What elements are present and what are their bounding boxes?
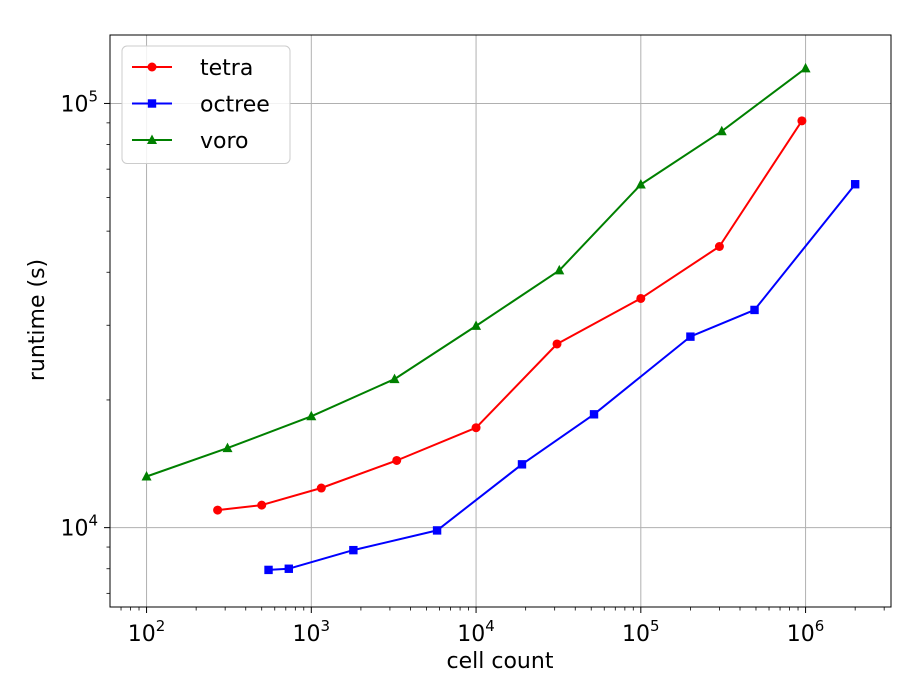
data-point-tetra xyxy=(392,455,402,465)
legend-marker xyxy=(147,99,157,108)
legend-box xyxy=(121,45,291,164)
y-axis-ticks: 104 105 xyxy=(60,87,110,594)
data-point-octree xyxy=(349,545,358,555)
data-point-tetra xyxy=(714,242,724,252)
data-point-octree xyxy=(850,180,860,189)
legend-entry: voro xyxy=(132,129,249,154)
data-point-tetra xyxy=(316,483,326,493)
legend-label: voro xyxy=(200,129,249,154)
data-point-octree xyxy=(264,565,273,575)
x-tick-label: 102 xyxy=(128,617,166,647)
legend-label: octree xyxy=(200,93,270,118)
y-axis-label: runtime (s) xyxy=(25,259,50,381)
data-point-octree xyxy=(432,526,442,535)
data-point-tetra xyxy=(552,339,562,349)
data-point-octree xyxy=(750,305,759,315)
data-point-tetra xyxy=(797,116,807,126)
series-group xyxy=(141,62,860,575)
series-octree xyxy=(264,180,860,575)
series-tetra xyxy=(213,116,807,515)
x-tick-label: 105 xyxy=(622,617,660,647)
legend-marker xyxy=(147,134,157,144)
legend: tetra octree voro xyxy=(121,45,291,164)
x-axis-label: cell count xyxy=(447,649,554,674)
y-tick-label: 104 xyxy=(60,512,98,542)
x-axis-ticks: 102 103 104 105 106 xyxy=(120,607,885,647)
x-tick-label: 104 xyxy=(457,617,495,647)
data-point-voro xyxy=(471,320,482,330)
data-point-octree xyxy=(686,332,695,341)
x-tick-label: 103 xyxy=(293,617,331,647)
plot-frame xyxy=(109,34,892,608)
x-tick-label: 106 xyxy=(787,617,825,647)
y-tick-label: 105 xyxy=(60,87,98,117)
data-point-voro xyxy=(635,179,646,189)
legend-entry: tetra xyxy=(132,56,253,81)
data-point-voro xyxy=(222,442,233,453)
data-point-tetra xyxy=(636,293,646,303)
legend-entry: octree xyxy=(132,93,270,118)
series-voro xyxy=(141,62,811,481)
data-point-voro xyxy=(554,264,565,275)
data-point-voro xyxy=(306,410,317,421)
data-point-octree xyxy=(517,460,527,469)
data-point-tetra xyxy=(257,500,267,510)
data-point-octree xyxy=(284,564,293,573)
data-point-voro xyxy=(716,125,727,136)
data-point-voro xyxy=(389,373,400,384)
data-point-octree xyxy=(589,410,599,419)
data-point-tetra xyxy=(471,423,481,433)
data-point-voro xyxy=(141,470,152,481)
data-point-tetra xyxy=(213,505,223,515)
data-point-voro xyxy=(800,62,811,73)
legend-marker xyxy=(147,62,157,72)
legend-label: tetra xyxy=(200,56,253,81)
